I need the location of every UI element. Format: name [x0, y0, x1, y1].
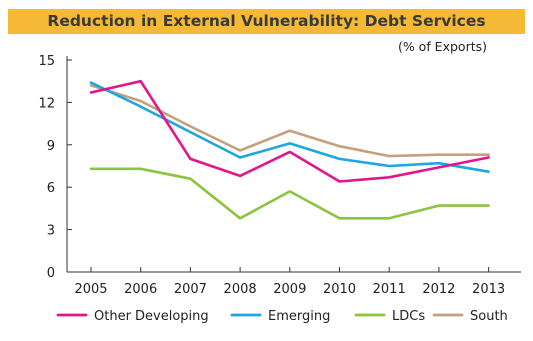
series-line-emerging	[89, 81, 490, 173]
y-tick-label: 0	[47, 266, 55, 281]
chart-title: Reduction in External Vulnerability: Deb…	[47, 12, 486, 30]
y-tick-label: 12	[38, 96, 55, 111]
y-tick-label: 9	[47, 139, 55, 154]
y-tick-label: 15	[38, 54, 55, 69]
unit-label: (% of Exports)	[397, 39, 487, 54]
x-tick-label: 2007	[174, 282, 207, 297]
legend-label: South	[470, 309, 508, 324]
x-tick-label: 2009	[273, 282, 306, 297]
x-tick-label: 2005	[74, 282, 107, 297]
series-line-ldcs	[89, 167, 490, 220]
legend-label: Other Developing	[94, 309, 209, 324]
x-tick-label: 2013	[472, 282, 505, 297]
legend-label: LDCs	[392, 309, 425, 324]
x-tick-label: 2012	[422, 282, 455, 297]
x-tick-label: 2008	[224, 282, 257, 297]
title-banner: Reduction in External Vulnerability: Deb…	[8, 9, 525, 34]
x-tick-label: 2011	[373, 282, 406, 297]
x-tick-label: 2006	[124, 282, 157, 297]
legend-label: Emerging	[268, 309, 330, 324]
y-tick-label: 3	[47, 224, 55, 239]
x-tick-label: 2010	[323, 282, 356, 297]
y-tick-label: 6	[47, 181, 55, 196]
series-line-other-developing	[89, 79, 490, 183]
